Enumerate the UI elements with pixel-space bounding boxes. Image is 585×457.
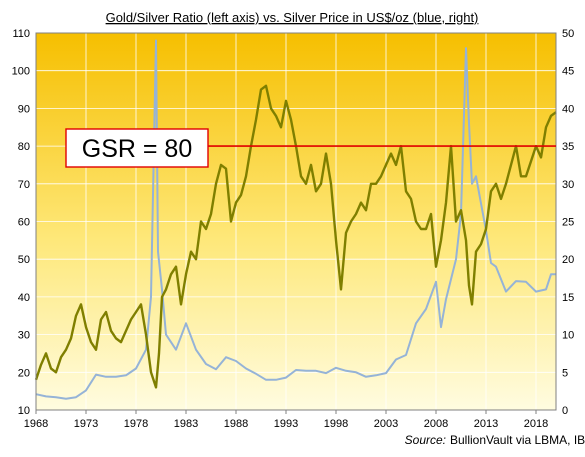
- left-tick-label: 30: [18, 330, 30, 342]
- left-tick-label: 100: [12, 66, 30, 78]
- chart-title: Gold/Silver Ratio (left axis) vs. Silver…: [106, 10, 479, 25]
- x-tick-label: 2013: [474, 418, 498, 430]
- left-tick-label: 60: [18, 217, 30, 229]
- axes: 10 20 30 40 50 60 70 80 90 100 110 0 5 10 15 20 25 30 35 40…: [12, 28, 575, 430]
- gsr-annotation-box: [65, 128, 209, 168]
- right-tick-label: 20: [562, 254, 574, 266]
- source-text: BullionVault via LBMA, IBA: [450, 433, 585, 447]
- x-tick-label: 2003: [374, 418, 398, 430]
- right-tick-label: 5: [562, 367, 568, 379]
- x-tick-label: 1998: [324, 418, 348, 430]
- right-tick-label: 35: [562, 141, 574, 153]
- right-tick-label: 25: [562, 217, 574, 229]
- left-tick-label: 70: [18, 179, 30, 191]
- left-tick-label: 50: [18, 254, 30, 266]
- x-tick-label: 1993: [274, 418, 298, 430]
- left-tick-label: 20: [18, 367, 30, 379]
- plot-frame: [35, 32, 557, 411]
- silver-price-line: [35, 39, 556, 400]
- gsr-annotation-text: GSR = 80: [82, 135, 192, 163]
- right-tick-label: 15: [562, 292, 574, 304]
- left-tick-label: 10: [18, 405, 30, 417]
- x-tick-label: 1973: [74, 418, 98, 430]
- x-tick-label: 2018: [524, 418, 548, 430]
- left-tick-label: 80: [18, 141, 30, 153]
- x-tick-label: 1988: [224, 418, 248, 430]
- right-tick-label: 40: [562, 103, 574, 115]
- left-tick-label: 110: [12, 28, 30, 40]
- right-tick-label: 0: [562, 405, 568, 417]
- source-label: Source:: [405, 433, 446, 447]
- right-tick-label: 10: [562, 330, 574, 342]
- left-tick-label: 40: [18, 292, 30, 304]
- x-tick-label: 2008: [424, 418, 448, 430]
- right-tick-label: 50: [562, 28, 574, 40]
- x-tick-label: 1968: [24, 418, 48, 430]
- right-tick-label: 45: [562, 66, 574, 78]
- right-tick-label: 30: [562, 179, 574, 191]
- x-tick-label: 1983: [174, 418, 198, 430]
- x-tick-label: 1978: [124, 418, 148, 430]
- left-tick-label: 90: [18, 103, 30, 115]
